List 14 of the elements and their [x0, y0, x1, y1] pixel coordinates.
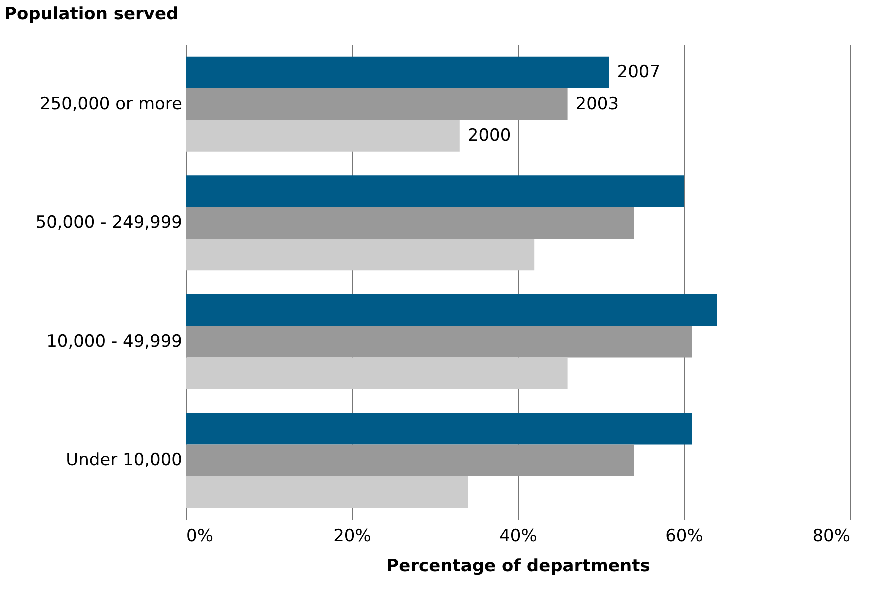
- x-tick-label: 60%: [666, 526, 704, 546]
- x-axis-title: Percentage of departments: [386, 556, 650, 576]
- y-tick-label: Under 10,000: [66, 450, 182, 471]
- series-label: 2003: [576, 94, 620, 114]
- y-tick-label: 10,000 - 49,999: [46, 332, 182, 352]
- y-tick-label: 250,000 or more: [40, 94, 182, 114]
- x-tick-label: 0%: [186, 526, 214, 546]
- y-axis-title: Population served: [4, 4, 179, 24]
- y-tick-label: 50,000 - 249,999: [36, 213, 182, 234]
- x-tick-label: 80%: [812, 526, 850, 546]
- series-label: 2000: [468, 126, 512, 146]
- series-label: 2007: [617, 62, 661, 83]
- x-tick-label: 40%: [500, 526, 538, 546]
- x-tick-label: 20%: [334, 526, 372, 546]
